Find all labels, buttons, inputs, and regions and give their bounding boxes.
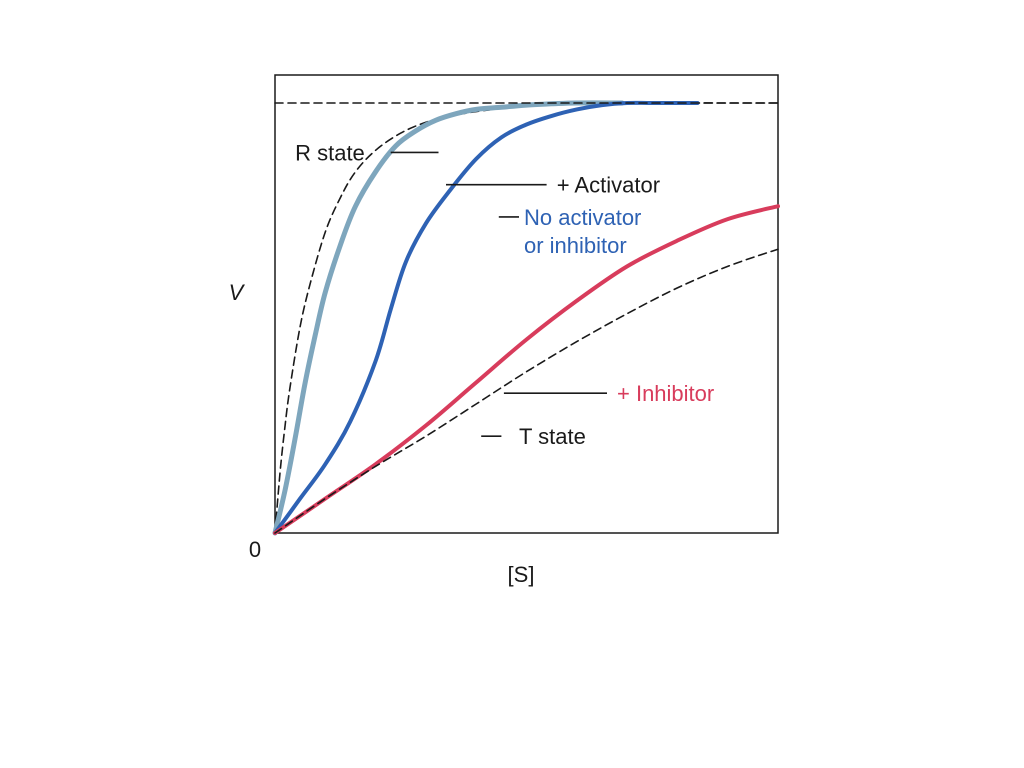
series-label-no-modifier: No activator or inhibitor	[524, 205, 641, 258]
origin-label: 0	[249, 537, 261, 562]
series-label-t-state: T state	[519, 424, 586, 449]
series-line-activator	[272, 100, 625, 536]
annotations-layer: R state + Activator No activator or inhibit…	[295, 140, 714, 449]
series-line-inhibitor	[273, 204, 780, 535]
plot-frame	[274, 74, 779, 534]
series-label-inhibitor: + Inhibitor	[617, 381, 714, 406]
series-line-no-modifier	[273, 100, 700, 535]
series-label-activator: + Activator	[557, 173, 660, 198]
x-axis-label: [S]	[508, 562, 535, 587]
curves-layer	[272, 100, 780, 536]
y-axis-label: V	[229, 280, 246, 305]
series-line-t-state	[274, 248, 779, 534]
series-label-r-state: R state	[295, 140, 365, 165]
